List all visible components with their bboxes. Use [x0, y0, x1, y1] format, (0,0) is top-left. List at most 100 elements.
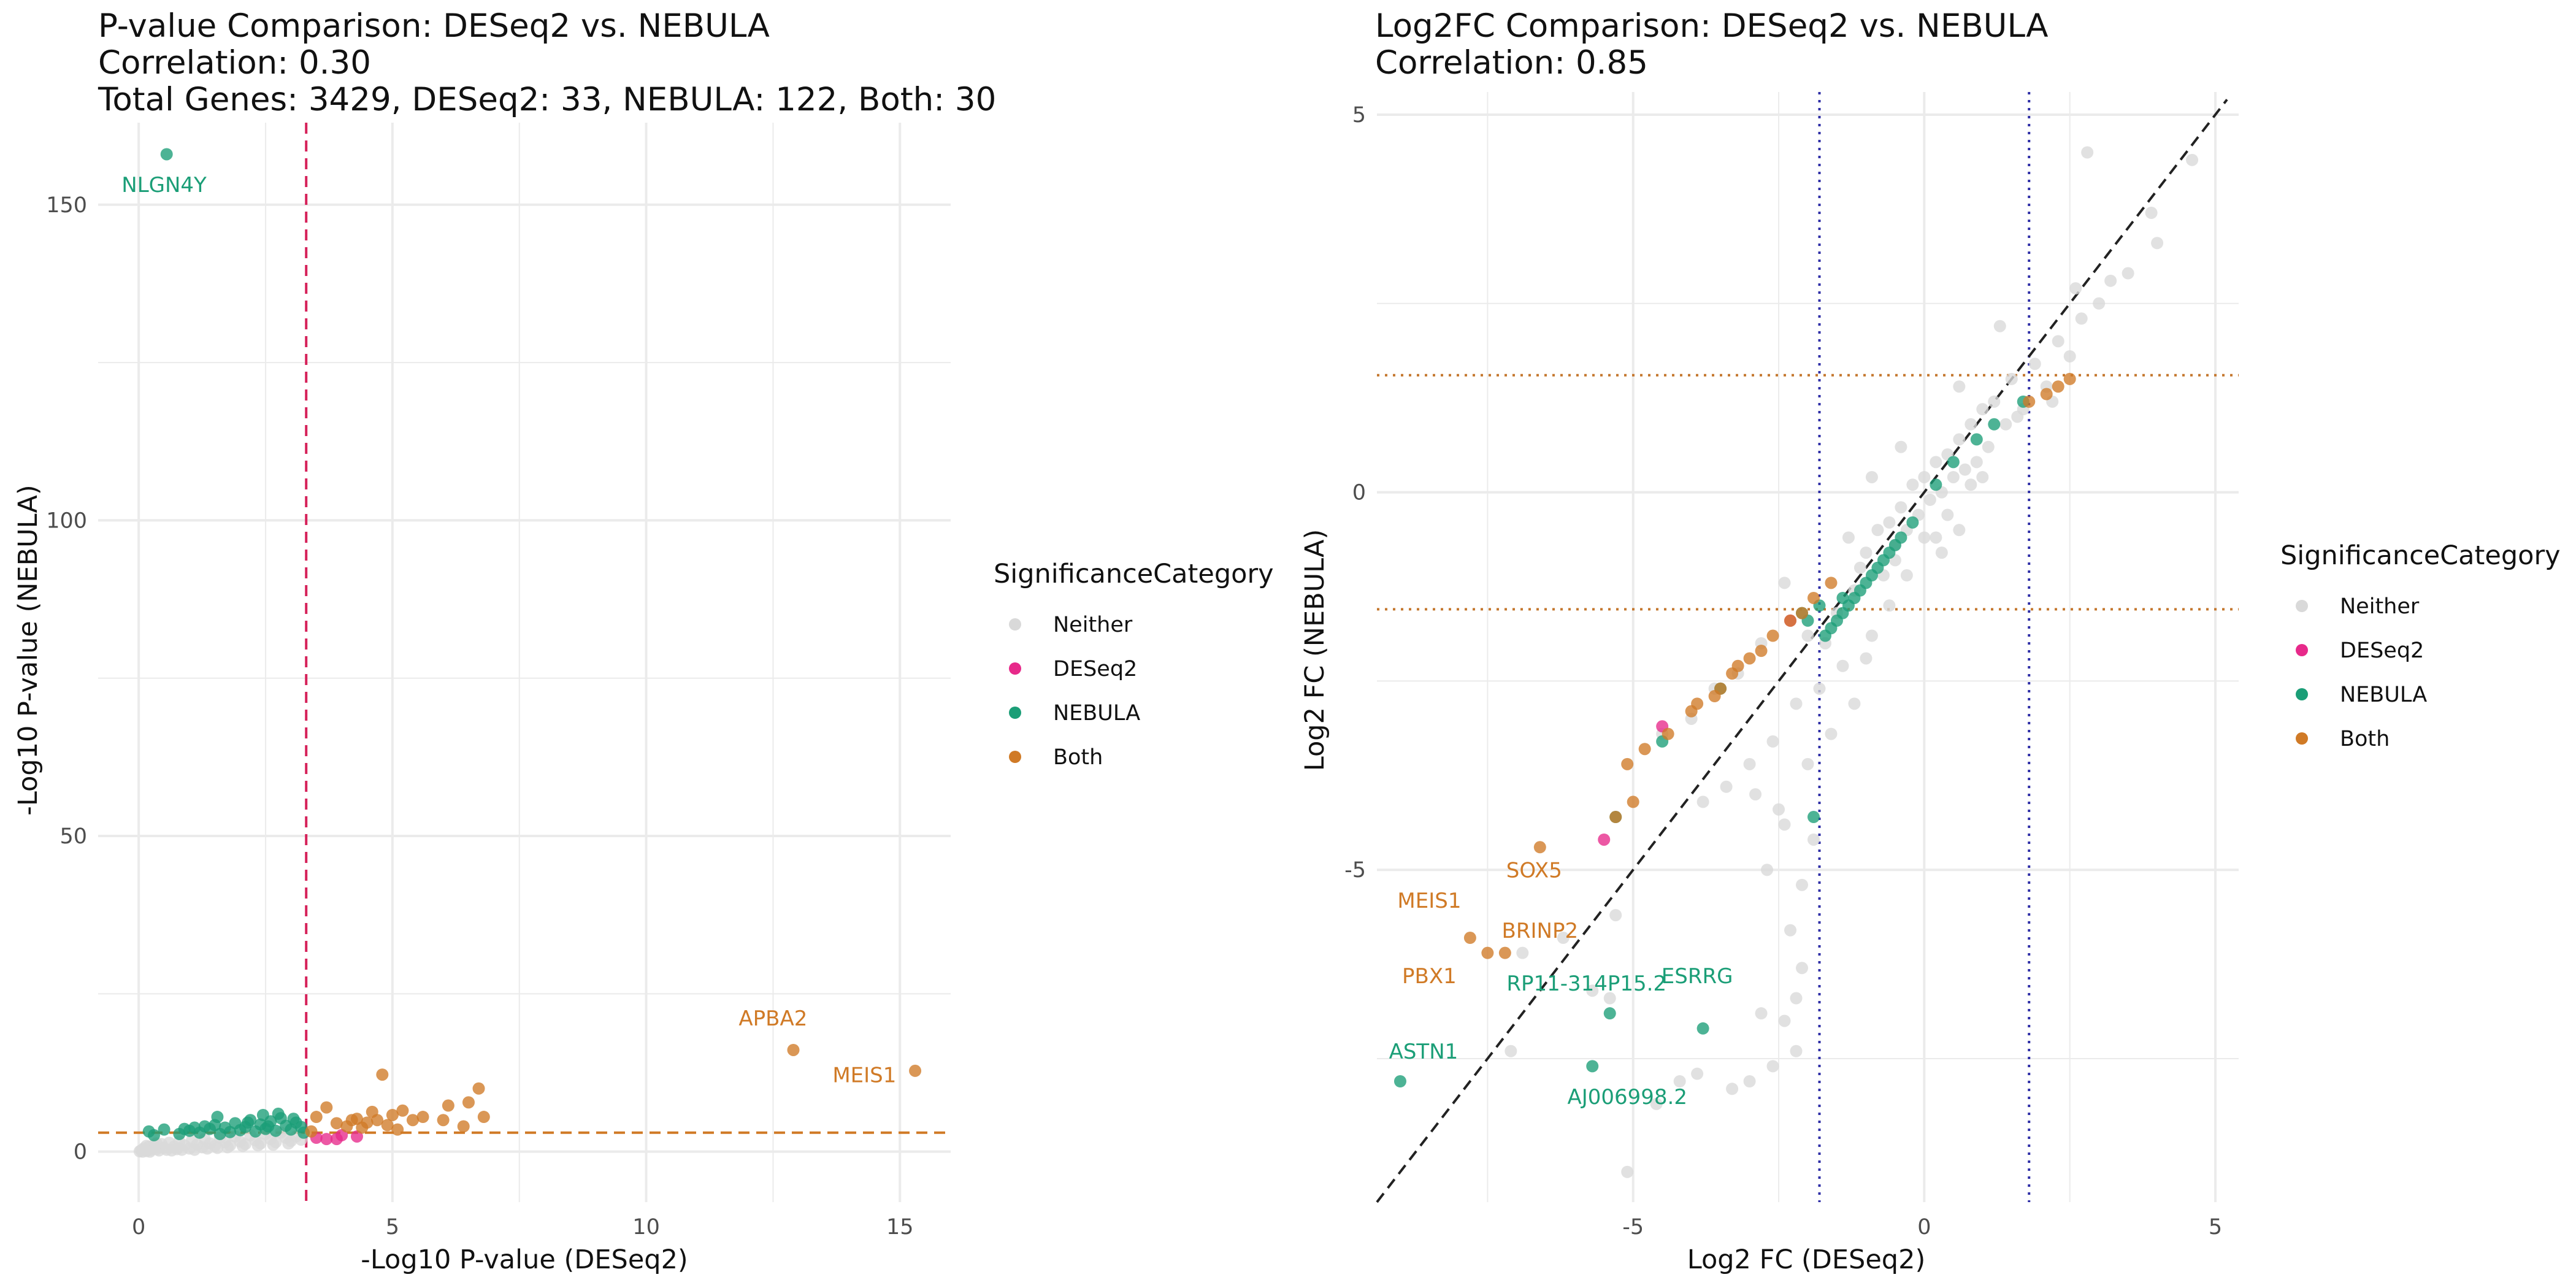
- x-tick-label: 5: [386, 1215, 399, 1240]
- point-neither: [2122, 267, 2134, 280]
- point-nebula: [1906, 516, 1919, 529]
- gene-label: RP11-314P15.2: [1506, 972, 1666, 996]
- point-neither: [2145, 207, 2158, 220]
- gene-label: SOX5: [1506, 859, 1562, 883]
- point-nebula: [1988, 418, 2001, 431]
- point-neither: [1853, 561, 1866, 574]
- point-both: [2052, 380, 2064, 393]
- point-both: [442, 1099, 454, 1112]
- point-neither: [1865, 629, 1878, 642]
- data-points: [1393, 146, 2199, 1178]
- legend-right: SignificanceCategory Neither DESeq2 NEBULA…: [2280, 540, 2561, 751]
- x-tick-label: 0: [132, 1215, 145, 1240]
- point-both: [391, 1123, 404, 1136]
- point-neither: [1953, 524, 1966, 537]
- legend-label: Neither: [2340, 594, 2420, 619]
- point-neither: [175, 1143, 188, 1156]
- point-nebula: [1819, 629, 1831, 642]
- point-neither: [1871, 524, 1884, 537]
- point-both: [2063, 372, 2076, 385]
- point-neither: [1691, 1067, 1704, 1080]
- point-both: [406, 1114, 419, 1127]
- point-nebula: [158, 1123, 171, 1136]
- point-neither: [1965, 418, 1977, 431]
- point-neither: [1778, 818, 1791, 831]
- point-neither: [1970, 456, 1983, 469]
- legend-swatch: [1009, 751, 1021, 763]
- point-nebula: [148, 1129, 161, 1141]
- point-both: [2040, 388, 2053, 401]
- point-neither: [1790, 992, 1803, 1005]
- legend-swatch: [2296, 600, 2308, 612]
- point-both: [1726, 667, 1739, 680]
- legend-label: Both: [2340, 727, 2390, 751]
- point-neither: [1918, 470, 1931, 483]
- point-deseq2: [330, 1133, 343, 1146]
- point-nebula: [1603, 1007, 1616, 1020]
- legend-items: Neither DESeq2 NEBULA Both: [2296, 594, 2427, 751]
- point-neither: [2052, 335, 2064, 348]
- point-neither: [1796, 878, 1809, 891]
- x-tick-label: -5: [1622, 1215, 1644, 1240]
- point-neither: [2093, 297, 2106, 310]
- point-neither: [144, 1145, 156, 1158]
- point-neither: [1807, 833, 1820, 846]
- point-both: [472, 1082, 485, 1095]
- point-neither: [1865, 470, 1878, 483]
- point-neither: [1999, 418, 2012, 431]
- point-neither: [1755, 1007, 1768, 1020]
- chart-title-line-1: Log2FC Comparison: DESeq2 vs. NEBULA: [1375, 7, 2048, 45]
- point-both: [1755, 645, 1768, 657]
- point-both: [437, 1114, 450, 1127]
- plot-grid: [1377, 92, 2239, 1202]
- point-both: [305, 1125, 318, 1138]
- point-neither: [1895, 501, 1907, 514]
- data-points: [133, 148, 922, 1158]
- y-tick-label: 100: [46, 508, 87, 533]
- point-neither: [1813, 682, 1826, 695]
- point-neither: [1848, 697, 1861, 710]
- point-nebula: [1586, 1060, 1599, 1073]
- point-nebula: [188, 1121, 201, 1134]
- point-neither: [236, 1140, 249, 1152]
- point-neither: [221, 1141, 234, 1154]
- point-neither: [1778, 577, 1791, 589]
- point-neither: [1918, 531, 1931, 544]
- legend-swatch: [1009, 707, 1021, 719]
- point-nebula: [242, 1116, 255, 1129]
- point-neither: [211, 1141, 224, 1154]
- point-neither: [1726, 1083, 1739, 1095]
- point-neither: [1749, 788, 1762, 801]
- point-nebula: [211, 1111, 224, 1124]
- point-neither: [1761, 864, 1774, 876]
- point-both: [1784, 614, 1797, 627]
- point-nebula: [272, 1107, 285, 1120]
- point-both: [376, 1068, 389, 1081]
- point-both: [396, 1104, 409, 1117]
- point-nebula: [256, 1108, 269, 1121]
- point-neither: [1696, 795, 1709, 808]
- point-neither: [1603, 992, 1616, 1005]
- y-tick-label: -5: [1344, 858, 1366, 883]
- point-neither: [1773, 803, 1785, 816]
- point-nebula: [262, 1120, 275, 1133]
- point-neither: [1766, 735, 1779, 748]
- point-neither: [1720, 780, 1733, 793]
- y-axis-title: Log2 FC (NEBULA): [1300, 529, 1330, 771]
- x-axis-title: -Log10 P-value (DESeq2): [361, 1244, 688, 1275]
- x-tick-label: 5: [2209, 1215, 2222, 1240]
- point-neither: [1895, 440, 1907, 453]
- point-neither: [1505, 1045, 1517, 1057]
- y-tick-label: 5: [1352, 103, 1366, 128]
- point-both: [1825, 577, 1838, 589]
- point-neither: [1842, 531, 1855, 544]
- point-nebula: [1393, 1075, 1406, 1087]
- point-both: [320, 1101, 333, 1114]
- point-neither: [1923, 493, 1936, 506]
- point-both: [1638, 743, 1651, 756]
- point-neither: [1743, 757, 1756, 770]
- legend-label: DESeq2: [2340, 638, 2424, 663]
- point-neither: [2151, 237, 2164, 250]
